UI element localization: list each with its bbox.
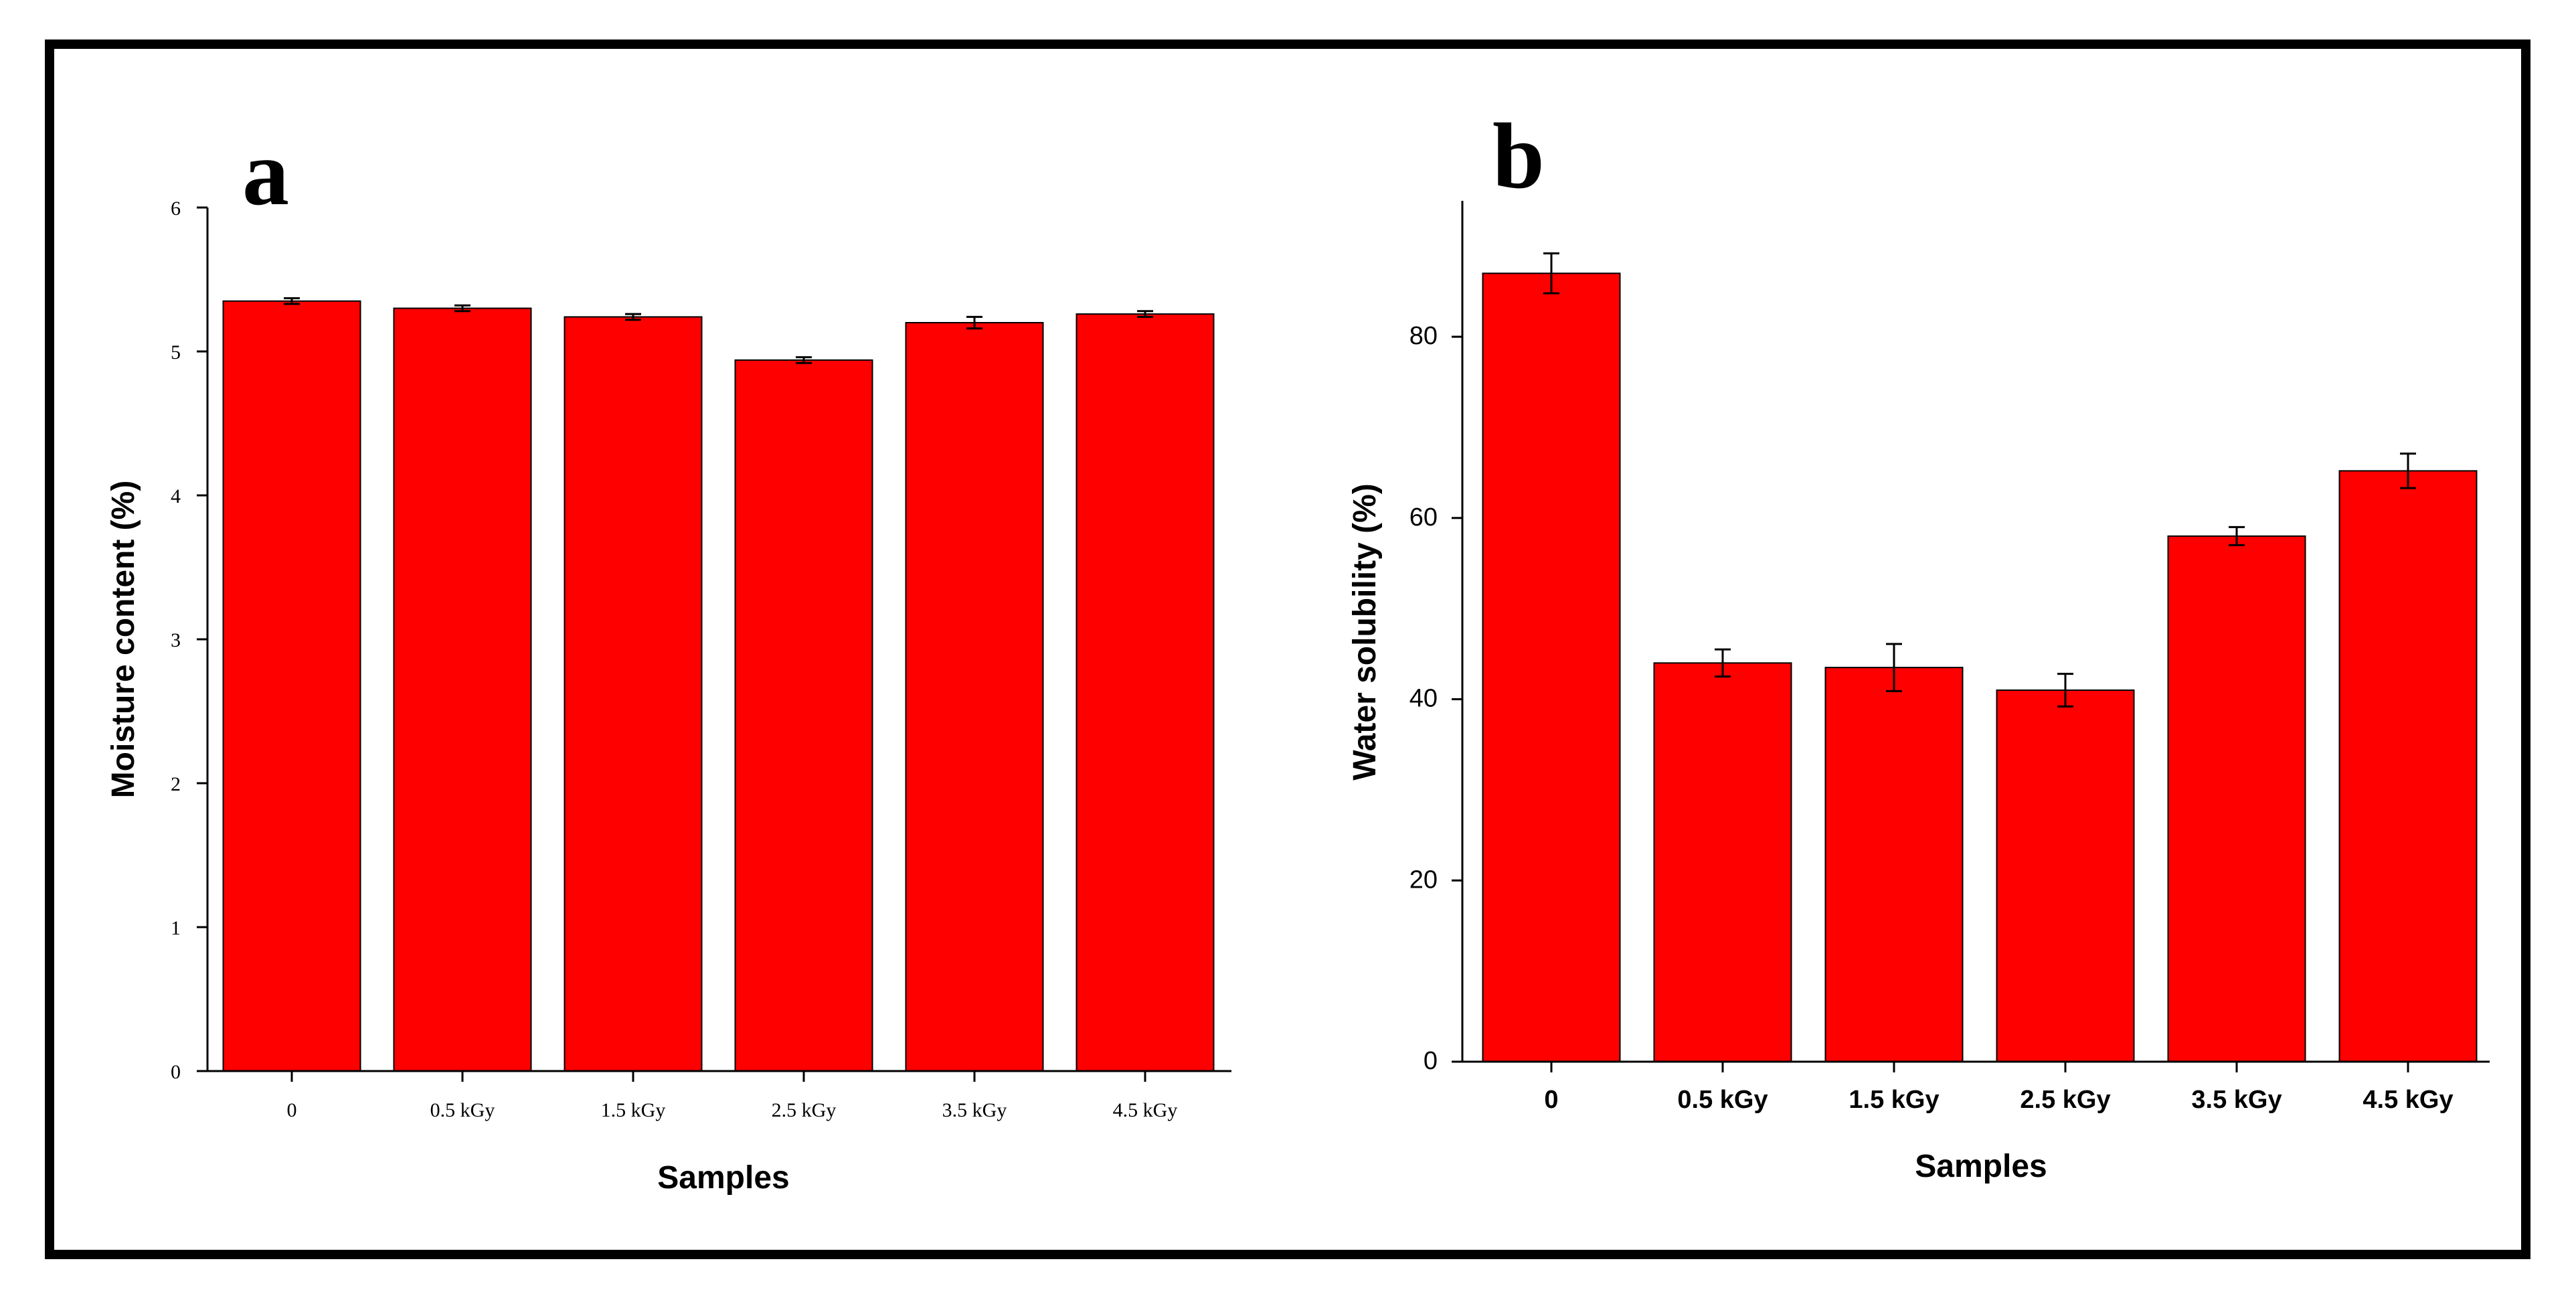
panel-a-error-bar-1 xyxy=(454,304,470,313)
panel-a-bar-0 xyxy=(222,300,361,1072)
panel-b-x-tick-label-2: 1.5 kGy xyxy=(1849,1086,1939,1114)
panel-a-x-ticks: 0 0.5 kGy 1.5 kGy 2.5 kGy 3.5 kGy 4.5 kGy xyxy=(287,1071,1178,1121)
panel-a-y-tick-label-3: 3 xyxy=(171,629,181,651)
panel-b-error-bar-0 xyxy=(1543,252,1559,295)
panel-a-x-tick-label-0: 0 xyxy=(287,1099,297,1121)
panel-a-y-axis-title: Moisture content (%) xyxy=(106,481,141,799)
panel-a-y-tick-label-6: 6 xyxy=(171,197,181,220)
panel-b-error-bar-4 xyxy=(2229,525,2245,546)
panel-b-error-bar-1 xyxy=(1715,648,1731,678)
panel-a-y-tick-label-4: 4 xyxy=(171,485,181,507)
panel-b-bar-1 xyxy=(1653,662,1792,1062)
panel-a-bar-3 xyxy=(734,359,873,1072)
panel-b-x-tick-label-0: 0 xyxy=(1544,1086,1558,1114)
panel-a-y-tick-label-5: 5 xyxy=(171,341,181,363)
panel-b-x-tick-label-3: 2.5 kGy xyxy=(2020,1086,2110,1114)
panel-a-x-tick-label-1: 0.5 kGy xyxy=(430,1099,495,1121)
panel-a-error-bar-0 xyxy=(284,297,300,305)
panel-a-bar-5 xyxy=(1076,313,1215,1072)
panel-b-error-bar-5 xyxy=(2400,453,2416,489)
panel-a-bar-2 xyxy=(564,316,703,1072)
panel-b-y-tick-label-0: 0 xyxy=(1424,1047,1438,1075)
panel-b-bar-5 xyxy=(2338,470,2478,1062)
panel-b-error-bar-3 xyxy=(2057,673,2073,708)
panel-b-x-axis-title: Samples xyxy=(1915,1149,2047,1184)
panel-b-y-tick-label-1: 20 xyxy=(1409,866,1438,894)
panel-b-bar-4 xyxy=(2167,535,2306,1062)
panel-b: b 0 20 40 60 80 0 0.5 kGy 1.5 kGy 2.5 kGy 3.5 kG… xyxy=(1347,104,2490,1184)
panel-b-y-tick-label-4: 80 xyxy=(1409,322,1438,350)
panel-a-y-tick-label-2: 2 xyxy=(171,773,181,795)
panel-a-y-tick-label-0: 0 xyxy=(171,1061,181,1083)
panel-a-bar-1 xyxy=(393,307,532,1072)
panel-a-bar-4 xyxy=(905,322,1044,1072)
panel-a-error-bars xyxy=(284,297,1153,364)
panel-a-bars xyxy=(222,300,1215,1072)
panel-a-letter: a xyxy=(242,121,289,225)
panel-a-x-tick-label-3: 2.5 kGy xyxy=(772,1099,837,1121)
panel-a-y-ticks: 0 1 2 3 4 5 6 xyxy=(171,197,207,1083)
panel-b-y-axis-title: Water solubility (%) xyxy=(1347,483,1383,781)
panel-b-error-bars xyxy=(1543,252,2416,708)
panel-a-error-bar-5 xyxy=(1137,310,1153,318)
panel-b-y-tick-label-2: 40 xyxy=(1409,685,1438,713)
panel-b-bar-2 xyxy=(1824,667,1964,1062)
panel-a-error-bar-3 xyxy=(796,356,812,364)
panel-a-x-tick-label-5: 4.5 kGy xyxy=(1113,1099,1178,1121)
panel-a-y-tick-label-1: 1 xyxy=(171,917,181,939)
panel-a-x-axis-title: Samples xyxy=(657,1160,789,1196)
panel-a-error-bar-2 xyxy=(625,313,641,321)
figure-frame xyxy=(45,39,2530,1259)
panel-b-x-tick-label-1: 0.5 kGy xyxy=(1677,1086,1768,1114)
panel-b-bar-3 xyxy=(1996,689,2135,1062)
panel-b-x-tick-label-4: 3.5 kGy xyxy=(2191,1086,2282,1114)
panel-b-error-bar-2 xyxy=(1886,643,1902,692)
panel-b-y-ticks: 0 20 40 60 80 xyxy=(1409,322,1462,1075)
panel-a: a 0 1 2 3 4 5 6 0 0.5 kGy 1.5 kGy 2.5 kGy 3.5 kGy 4… xyxy=(106,121,1231,1196)
panel-b-x-ticks: 0 0.5 kGy 1.5 kGy 2.5 kGy 3.5 kGy 4.5 kGy xyxy=(1544,1062,2454,1114)
panel-b-x-tick-label-5: 4.5 kGy xyxy=(2363,1086,2453,1114)
panel-a-x-tick-label-4: 3.5 kGy xyxy=(942,1099,1007,1121)
panel-b-y-tick-label-3: 60 xyxy=(1409,503,1438,532)
panel-b-letter: b xyxy=(1492,104,1545,208)
panel-a-error-bar-4 xyxy=(966,315,982,330)
panel-b-bar-0 xyxy=(1482,272,1621,1063)
panel-a-x-tick-label-2: 1.5 kGy xyxy=(601,1099,666,1121)
panel-b-bars xyxy=(1482,272,2478,1063)
